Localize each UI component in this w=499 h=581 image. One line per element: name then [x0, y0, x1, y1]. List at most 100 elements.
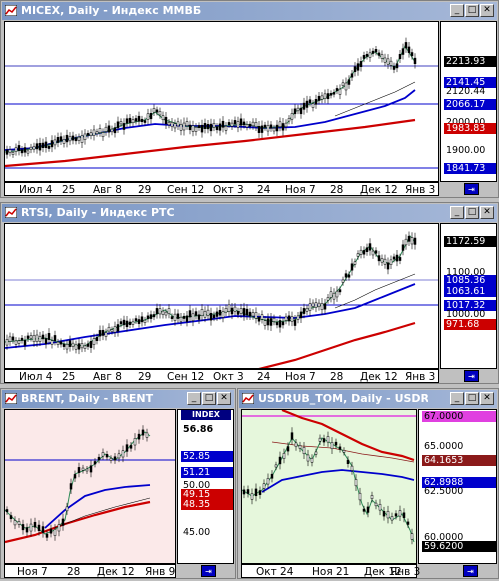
price-label: 1017.32	[444, 300, 496, 311]
price-label: 2120.44	[446, 86, 486, 97]
price-label: 64.1653	[422, 455, 496, 466]
candle	[47, 145, 51, 149]
candle	[260, 125, 264, 133]
candle	[326, 297, 330, 301]
scroll-end-button[interactable]: ⇥	[201, 565, 216, 577]
candle	[334, 441, 338, 446]
candle	[5, 149, 9, 155]
scroll-end-button[interactable]: ⇥	[464, 370, 479, 382]
candle	[359, 61, 363, 67]
candle	[20, 337, 24, 341]
candle	[254, 122, 258, 128]
candle	[33, 521, 37, 528]
maximize-button[interactable]: □	[465, 4, 479, 17]
title-bar[interactable]: USDRUB_TOM, Daily - USDRUB _ □ ✕	[239, 390, 497, 408]
candle	[356, 63, 360, 71]
chart-icon	[5, 393, 17, 404]
price-chart-plot[interactable]	[4, 223, 439, 369]
candle	[365, 53, 369, 57]
candle	[26, 150, 30, 154]
minimize-button[interactable]: _	[450, 206, 464, 219]
chart-window-brent[interactable]: BRENT, Daily - BRENT _ □ ✕ INDEX 56.86 5…	[0, 388, 236, 579]
candle	[62, 139, 66, 144]
candle	[77, 467, 81, 473]
candle	[20, 149, 24, 154]
candle	[287, 315, 291, 322]
minimize-button[interactable]: _	[187, 392, 201, 405]
minimize-button[interactable]: _	[450, 392, 464, 405]
price-chart-plot[interactable]	[4, 409, 176, 564]
scroll-end-button[interactable]: ⇥	[464, 183, 479, 195]
candle	[383, 57, 387, 63]
candle	[311, 103, 315, 108]
candle	[146, 113, 150, 120]
price-chart-plot[interactable]	[241, 409, 417, 564]
candle	[356, 253, 360, 257]
candle	[290, 432, 294, 440]
candle	[134, 118, 138, 122]
price-chart-svg	[5, 425, 175, 544]
price-label: 1841.73	[444, 163, 496, 174]
candle	[386, 510, 390, 519]
candle	[332, 92, 336, 95]
price-label: 65.0000	[424, 441, 464, 452]
candles-group	[5, 37, 417, 159]
candle	[278, 320, 282, 328]
candle	[5, 339, 9, 346]
candle	[350, 73, 354, 78]
candle	[362, 55, 366, 59]
close-button[interactable]: ✕	[217, 392, 231, 405]
candle	[137, 319, 141, 324]
minimize-button[interactable]: _	[450, 4, 464, 17]
price-chart-plot[interactable]	[4, 21, 439, 182]
title-bar[interactable]: MICEX, Daily - Индекс ММВБ _ □ ✕	[2, 2, 497, 20]
candle	[182, 122, 186, 131]
candle	[185, 315, 189, 322]
candle	[113, 127, 117, 134]
chart-window-micex[interactable]: MICEX, Daily - Индекс ММВБ _ □ ✕ 2213.93…	[0, 0, 499, 198]
maximize-button[interactable]: □	[465, 392, 479, 405]
maximize-button[interactable]: □	[202, 392, 216, 405]
title-bar[interactable]: BRENT, Daily - BRENT _ □ ✕	[2, 390, 234, 408]
candle	[206, 309, 210, 316]
chart-window-usdrub[interactable]: USDRUB_TOM, Daily - USDRUB _ □ ✕ 67.0000…	[237, 388, 499, 579]
candle	[152, 314, 156, 318]
time-label: Окт 3	[213, 184, 244, 196]
candle	[80, 135, 84, 143]
price-label: 1085.36	[444, 275, 496, 286]
candle	[382, 511, 386, 517]
candle	[242, 121, 246, 126]
maximize-button[interactable]: □	[465, 206, 479, 219]
candle	[311, 302, 315, 307]
candle	[338, 88, 342, 95]
candle	[299, 107, 303, 115]
candle	[305, 307, 309, 312]
candle	[287, 118, 291, 122]
chart-window-rtsi[interactable]: RTSI, Daily - Индекс РТС _ □ ✕ 1172.59 1…	[0, 202, 499, 384]
price-axis[interactable]: 67.0000 65.0000 64.1653 62.8988 62.5000 …	[418, 409, 497, 564]
candle	[239, 308, 243, 314]
price-label: 59.6200	[422, 541, 496, 552]
candle	[122, 319, 126, 326]
candle	[41, 526, 45, 533]
price-axis[interactable]: 2213.93 2141.45 2120.44 2066.17 2000.00 …	[440, 21, 497, 182]
close-button[interactable]: ✕	[480, 4, 494, 17]
candle	[293, 108, 297, 115]
close-button[interactable]: ✕	[480, 392, 494, 405]
close-button[interactable]: ✕	[480, 206, 494, 219]
candle	[401, 244, 405, 251]
ma-thin-line	[334, 81, 416, 117]
scroll-end-button[interactable]: ⇥	[463, 565, 478, 577]
candle	[86, 343, 90, 347]
title-bar[interactable]: RTSI, Daily - Индекс РТС _ □ ✕	[2, 204, 497, 222]
time-label: 25	[62, 371, 76, 383]
candle	[21, 524, 25, 531]
candle	[254, 488, 258, 497]
candle	[236, 121, 240, 128]
price-axis[interactable]: 1172.59 1100.00 1085.36 1063.61 1017.32 …	[440, 223, 497, 369]
candle	[29, 335, 33, 339]
candle	[302, 447, 306, 455]
price-axis[interactable]: INDEX 56.86 52.85 51.21 50.00 49.15 48.3…	[177, 409, 234, 564]
candle	[329, 93, 333, 96]
candle	[302, 308, 306, 314]
